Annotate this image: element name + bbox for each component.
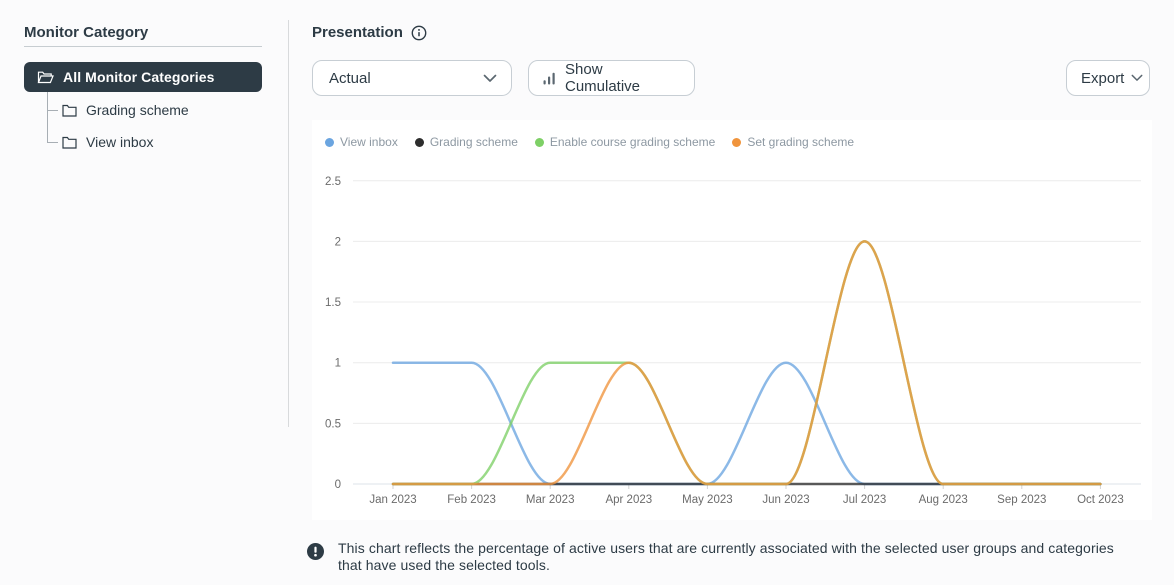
chart-legend: View inbox Grading scheme Enable course gr… [325, 135, 854, 149]
svg-text:1.5: 1.5 [325, 297, 341, 309]
svg-text:Apr 2023: Apr 2023 [605, 494, 652, 506]
presentation-select[interactable]: Actual [312, 60, 512, 96]
sidebar-divider [24, 46, 262, 47]
tree-connector [47, 110, 58, 111]
svg-text:2.5: 2.5 [325, 176, 341, 188]
svg-text:Feb 2023: Feb 2023 [447, 494, 496, 506]
footnote-text: This chart reflects the percentage of ac… [338, 540, 1114, 573]
svg-text:0: 0 [335, 479, 341, 491]
folder-icon [62, 104, 77, 117]
svg-text:0.5: 0.5 [325, 418, 341, 430]
svg-text:Jan 2023: Jan 2023 [369, 494, 416, 506]
legend-label: Enable course grading scheme [549, 135, 716, 149]
folder-icon [62, 136, 77, 149]
tree-connector [47, 142, 58, 143]
chart-svg[interactable]: 0 0.5 1 1.5 2 2.5 Jan 2023 Feb 2023 Mar 2023 Apr … [312, 120, 1152, 520]
page-title: Presentation [312, 24, 403, 41]
toolbar: Actual Show Cumulative Export [312, 60, 1152, 96]
legend-item[interactable]: Set grading scheme [732, 135, 854, 149]
svg-text:Sep 2023: Sep 2023 [997, 494, 1046, 506]
folder-open-icon [37, 70, 54, 84]
sidebar: Monitor Category All Monitor Categories … [0, 0, 288, 585]
sidebar-item-view-inbox[interactable]: View inbox [62, 132, 153, 152]
svg-text:1: 1 [335, 358, 341, 370]
legend-label: View inbox [340, 135, 398, 149]
info-icon[interactable] [411, 25, 427, 41]
legend-item[interactable]: Enable course grading scheme [534, 135, 716, 149]
legend-dot [325, 137, 334, 147]
legend-label: Set grading scheme [747, 135, 855, 149]
legend-dot [732, 137, 742, 147]
sidebar-main-divider [288, 20, 289, 427]
svg-text:May 2023: May 2023 [682, 494, 733, 506]
alert-circle-icon [307, 543, 324, 573]
sidebar-item-label: All Monitor Categories [63, 69, 215, 85]
sidebar-title: Monitor Category [24, 24, 149, 41]
svg-text:2: 2 [335, 236, 341, 248]
legend-dot [414, 137, 424, 147]
show-cumulative-label: Show Cumulative [565, 61, 641, 95]
legend-label: Grading scheme [429, 135, 518, 149]
chevron-down-icon [483, 74, 497, 83]
export-label: Export [1081, 69, 1125, 87]
export-button[interactable]: Export [1066, 60, 1150, 96]
svg-text:Jul 2023: Jul 2023 [843, 494, 886, 506]
main-content: Presentation Actual Show C [307, 0, 1174, 585]
tree-connector [47, 92, 48, 142]
show-cumulative-button[interactable]: Show Cumulative [528, 60, 695, 96]
svg-text:Jun 2023: Jun 2023 [762, 494, 809, 506]
svg-text:Mar 2023: Mar 2023 [526, 494, 575, 506]
chart-line-set-grading-scheme [391, 240, 1102, 486]
sidebar-item-grading-scheme[interactable]: Grading scheme [62, 100, 189, 120]
sidebar-item-all-monitor-categories[interactable]: All Monitor Categories [24, 62, 262, 92]
chart-panel: View inbox Grading scheme Enable course gr… [312, 120, 1152, 520]
sidebar-item-label: Grading scheme [86, 102, 189, 118]
legend-item[interactable]: Grading scheme [414, 135, 518, 149]
chart-footnote: This chart reflects the percentage of ac… [307, 540, 1152, 573]
svg-text:Aug 2023: Aug 2023 [919, 494, 968, 506]
legend-item[interactable]: View inbox [325, 135, 398, 149]
sidebar-item-label: View inbox [86, 134, 154, 150]
legend-dot [534, 137, 544, 147]
bar-chart-icon [543, 72, 556, 85]
svg-text:Oct 2023: Oct 2023 [1077, 494, 1124, 506]
chevron-down-icon [1131, 74, 1143, 82]
presentation-select-value: Actual [329, 69, 371, 87]
